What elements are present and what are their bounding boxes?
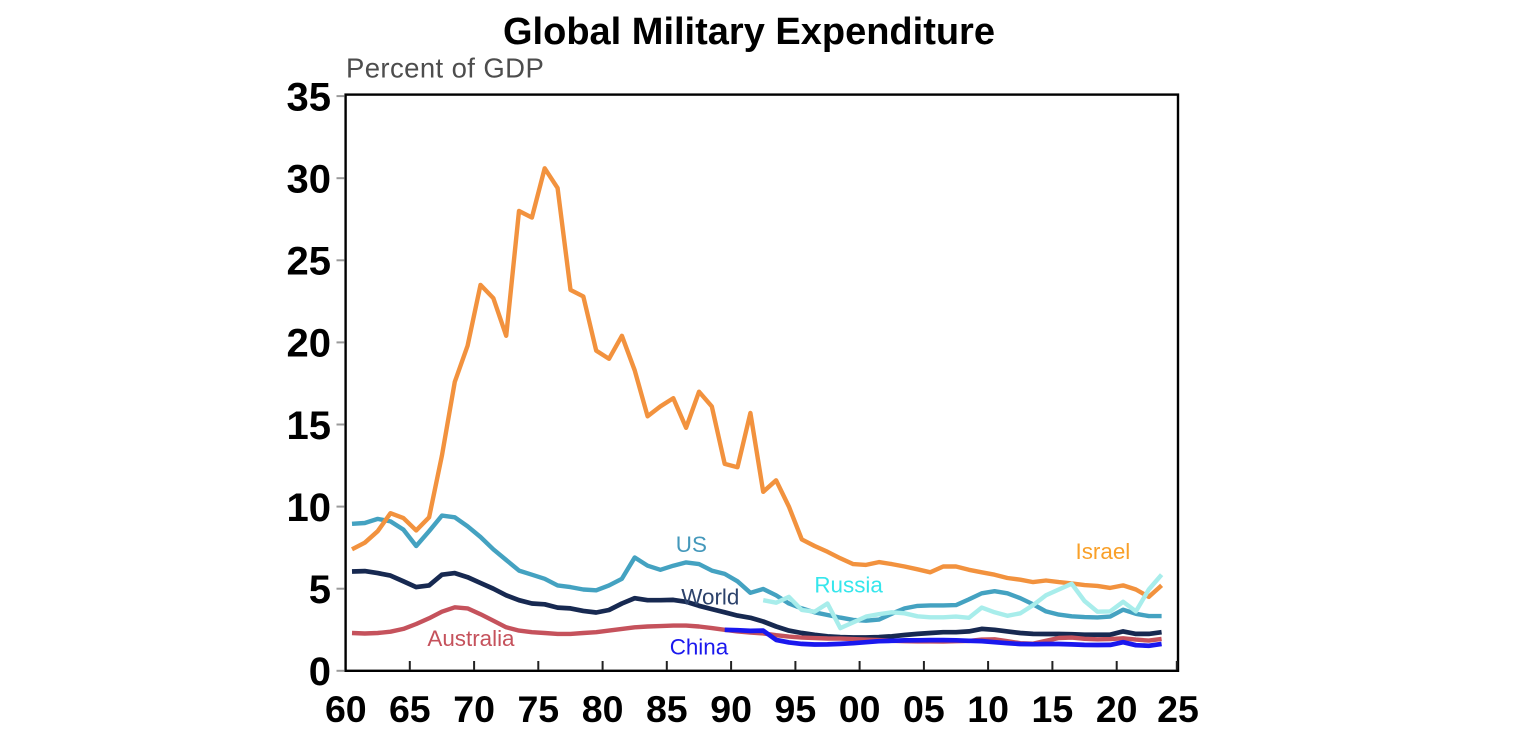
svg-text:China: China: [670, 634, 729, 659]
svg-text:Percent of GDP: Percent of GDP: [346, 53, 544, 84]
svg-text:75: 75: [517, 688, 559, 730]
svg-text:00: 00: [839, 688, 881, 730]
svg-text:35: 35: [287, 75, 332, 119]
svg-text:15: 15: [1032, 688, 1074, 730]
svg-text:10: 10: [967, 688, 1009, 730]
svg-text:20: 20: [287, 322, 332, 366]
svg-text:90: 90: [710, 688, 752, 730]
svg-text:95: 95: [775, 688, 817, 730]
svg-text:5: 5: [309, 568, 331, 612]
svg-text:70: 70: [453, 688, 495, 730]
svg-text:25: 25: [287, 240, 332, 284]
svg-text:10: 10: [287, 486, 332, 530]
svg-text:80: 80: [582, 688, 624, 730]
svg-text:20: 20: [1096, 688, 1138, 730]
svg-text:25: 25: [1157, 688, 1199, 730]
svg-text:World: World: [681, 584, 739, 609]
svg-text:15: 15: [287, 404, 332, 448]
svg-text:30: 30: [287, 158, 332, 202]
svg-text:Israel: Israel: [1076, 539, 1131, 564]
svg-text:60: 60: [325, 688, 367, 730]
svg-text:Global Military Expenditure: Global Military Expenditure: [503, 11, 995, 53]
svg-text:05: 05: [903, 688, 945, 730]
svg-text:Russia: Russia: [814, 573, 883, 598]
svg-text:0: 0: [309, 650, 331, 694]
svg-text:US: US: [676, 532, 707, 557]
svg-text:Australia: Australia: [427, 626, 515, 651]
svg-text:65: 65: [389, 688, 431, 730]
svg-text:85: 85: [646, 688, 688, 730]
